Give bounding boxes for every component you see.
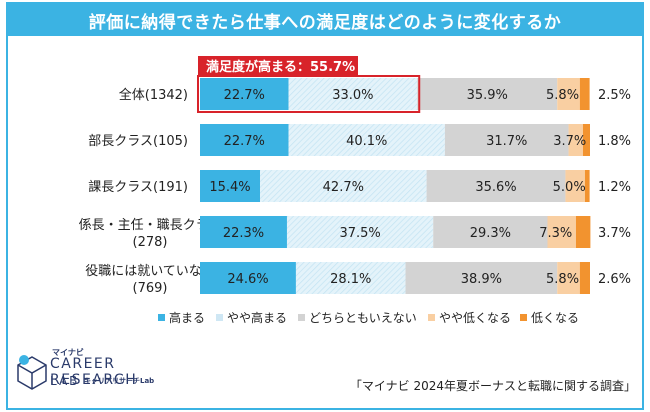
bar-segment [426,170,566,202]
data-label: 2.6% [598,272,631,287]
bar-segment [405,262,558,294]
data-label: 22.3% [223,226,264,241]
bar-segment [579,262,590,294]
legend-swatch [428,314,435,321]
bar-segment [568,124,583,156]
bar-segment [200,124,289,156]
data-label: 31.7% [486,134,527,149]
lab-cube-icon [17,355,47,390]
data-label: 38.9% [461,272,502,287]
logo-brand: マイナビ [52,348,84,357]
data-label: 29.3% [470,226,511,241]
category-label: 全体(1342) [119,87,188,103]
bar-segment [288,124,445,156]
data-label: 24.6% [227,272,268,287]
bar-segment [584,170,590,202]
bar-segment [200,216,287,248]
legend-swatch [216,314,223,321]
category-label: 係長・主任・職長クラス(278) [79,218,222,250]
logo-subtitle: キャリアリサーチLab [84,377,155,385]
data-label: 28.1% [330,272,371,287]
bar-segment [200,262,296,294]
data-label: 37.5% [339,226,380,241]
data-label: 1.2% [598,180,631,195]
callout-text: 満足度が高まる：55.7% [206,59,355,75]
bar-segment [557,262,580,294]
source-note: 「マイナビ 2024年夏ボーナスと転職に関する調査」 [349,379,636,393]
bar-segment [565,170,585,202]
legend-swatch [298,314,305,321]
callout-tag [198,56,358,76]
bar-segment [295,262,406,294]
bar-segment [288,78,418,110]
bar-segment [582,124,590,156]
bar-segment [200,78,289,110]
data-label: 42.7% [323,180,364,195]
data-label: 35.9% [467,88,508,103]
bar-segment [200,170,261,202]
bar-segment [579,78,590,110]
legend-swatch [158,314,165,321]
data-label: 5.0% [553,180,586,195]
logo-lab: LAB [50,374,80,388]
bar-segment [433,216,548,248]
legend-label: やや低くなる [439,311,511,325]
data-label: 5.8% [546,272,579,287]
legend-label: やや高まる [227,310,287,325]
data-label: 15.4% [209,180,250,195]
data-label: 33.0% [332,88,373,103]
data-label: 22.7% [224,134,265,149]
bar-segment [547,216,576,248]
bar-segment [417,78,558,110]
bar-segment [444,124,569,156]
bar-segment [557,78,580,110]
legend-label: どちらともいえない [309,311,417,325]
data-label: 5.8% [546,88,579,103]
legend-swatch [520,314,527,321]
legend-label: 高まる [169,310,205,325]
bar-segment [286,216,434,248]
data-label: 2.5% [598,88,631,103]
legend-label: 低くなる [531,311,579,325]
data-label: 3.7% [553,134,586,149]
data-label: 3.7% [598,226,631,241]
category-label: 部長クラス(105) [88,134,188,149]
chart-title: 評価に納得できたら仕事への満足度はどのように変化するか [8,4,642,36]
data-label: 1.8% [598,134,631,149]
category-label: 課長クラス(191) [88,179,188,195]
data-label: 22.7% [224,88,265,103]
bar-segment [260,170,427,202]
category-label: 役職には就いていない(769) [85,264,215,296]
logo-career-research: CAREER RESEARCH [50,356,138,388]
bar-segment [575,216,591,248]
data-label: 7.3% [539,226,572,241]
data-label: 40.1% [346,134,387,149]
career-research-lab-logo: マイナビ CAREER RESEARCH LAB キャリアリサーチLab [14,345,204,395]
data-label: 35.6% [475,180,516,195]
